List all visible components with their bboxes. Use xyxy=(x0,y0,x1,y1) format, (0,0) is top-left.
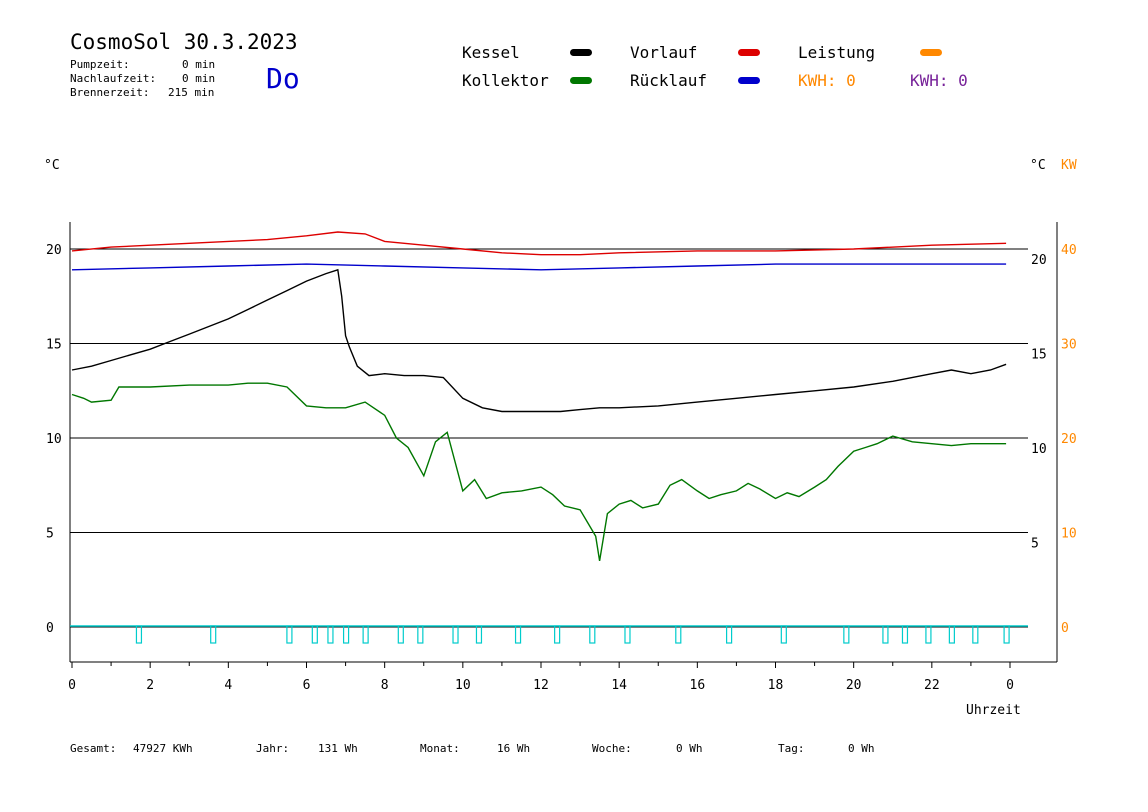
pumpzeit-value: 0 min xyxy=(182,58,216,71)
pump-pulse xyxy=(780,625,787,644)
kw-tick-label: 0 xyxy=(1061,621,1069,636)
x-tick-label: 12 xyxy=(533,678,549,693)
kw-tick-label: 30 xyxy=(1061,338,1077,353)
pump-pulse xyxy=(554,625,561,644)
kw-tick-label: 40 xyxy=(1061,243,1077,258)
x-tick-label: 8 xyxy=(381,678,389,693)
weekday-label: Do xyxy=(266,62,300,95)
x-tick-label: 2 xyxy=(146,678,154,693)
y-axis-label-left: °C xyxy=(44,158,60,173)
pump-pulse xyxy=(327,625,334,644)
y-tick-label-left: 15 xyxy=(46,338,62,353)
pump-pulse xyxy=(342,625,350,644)
x-tick-label: 14 xyxy=(611,678,627,693)
y-tick-label-left: 20 xyxy=(46,243,62,258)
x-tick-label: 6 xyxy=(303,678,311,693)
footer-tag-label: Tag: xyxy=(778,742,805,755)
pump-pulse xyxy=(725,625,733,644)
pump-pulse xyxy=(624,625,631,644)
x-tick-label: 18 xyxy=(768,678,784,693)
pump-pulse xyxy=(135,625,143,644)
footer-woche-label: Woche: xyxy=(592,742,632,755)
pump-pulse xyxy=(475,625,483,644)
footer-gesamt-label: Gesamt: xyxy=(70,742,117,755)
y-tick-label-left: 5 xyxy=(46,527,54,542)
x-tick-label: 22 xyxy=(924,678,940,693)
legend-kessel-swatch xyxy=(570,49,592,56)
pump-pulse xyxy=(1003,625,1010,644)
pump-pulse xyxy=(286,625,293,644)
pump-pulse xyxy=(589,625,596,644)
footer-tag-value: 0 Wh xyxy=(848,742,875,755)
footer-woche-value: 0 Wh xyxy=(676,742,703,755)
footer-monat-value: 16 Wh xyxy=(497,742,531,755)
series-line-kollektor xyxy=(71,382,1007,562)
pump-pulse xyxy=(901,625,909,644)
series-line-rcklauf xyxy=(71,263,1007,271)
pump-pulse xyxy=(972,625,979,644)
pumpzeit-label: Pumpzeit: xyxy=(70,58,130,71)
pump-pulse xyxy=(311,625,318,644)
legend-kollektor-label: Kollektor xyxy=(462,71,549,90)
x-tick-label: 10 xyxy=(455,678,471,693)
brennerzeit-label: Brennerzeit: xyxy=(70,86,150,99)
pump-pulse xyxy=(397,625,404,644)
legend-vorlauf-swatch xyxy=(738,49,760,56)
x-tick-label: 0 xyxy=(1006,678,1014,693)
legend-leistung-label: Leistung xyxy=(798,43,876,62)
chart-title: CosmoSol 30.3.2023 xyxy=(70,30,298,54)
legend-ruecklauf-swatch xyxy=(738,77,760,84)
pump-pulse xyxy=(675,625,682,644)
x-tick-label: 16 xyxy=(690,678,706,693)
kw-tick-label: 20 xyxy=(1061,432,1077,447)
pump-pulse xyxy=(925,625,932,644)
y-axis-label-right: °C xyxy=(1030,158,1046,173)
y-tick-label-left: 10 xyxy=(46,432,62,447)
x-tick-label: 4 xyxy=(224,678,232,693)
y-axis-label-kw: KW xyxy=(1061,158,1077,173)
brennerzeit-value: 215 min xyxy=(168,86,215,99)
legend-ruecklauf-label: Rücklauf xyxy=(630,71,708,90)
footer-jahr-value: 131 Wh xyxy=(318,742,358,755)
nachlaufzeit-label: Nachlaufzeit: xyxy=(70,72,157,85)
y-tick-label-right: 15 xyxy=(1031,348,1047,363)
legend-kwh-second: KWH: 0 xyxy=(910,71,968,90)
series-line-kessel xyxy=(71,268,1007,413)
legend-kessel-label: Kessel xyxy=(462,43,520,62)
pump-pulse xyxy=(362,625,369,644)
y-tick-label-right: 10 xyxy=(1031,442,1047,457)
series-line-vorlauf xyxy=(71,231,1007,256)
y-tick-label-right: 5 xyxy=(1031,537,1039,552)
footer-jahr-label: Jahr: xyxy=(256,742,290,755)
pump-pulse xyxy=(514,625,522,644)
pump-pulse xyxy=(882,625,889,644)
y-tick-label-left: 0 xyxy=(46,621,54,636)
x-tick-label: 0 xyxy=(68,678,76,693)
pump-pulse xyxy=(210,625,217,644)
x-tick-label: 20 xyxy=(846,678,862,693)
footer-gesamt-value: 47927 KWh xyxy=(133,742,193,755)
kw-tick-label: 10 xyxy=(1061,527,1077,542)
footer-monat-label: Monat: xyxy=(420,742,460,755)
legend-kwh-leistung: KWH: 0 xyxy=(798,71,856,90)
pump-pulse xyxy=(843,625,850,644)
legend-kollektor-swatch xyxy=(570,77,592,84)
pump-pulse xyxy=(452,625,459,644)
legend-vorlauf-label: Vorlauf xyxy=(630,43,698,62)
pump-pulse xyxy=(948,625,955,644)
x-axis-label: Uhrzeit xyxy=(966,703,1021,718)
nachlaufzeit-value: 0 min xyxy=(182,72,216,85)
y-tick-label-right: 20 xyxy=(1031,253,1047,268)
pump-pulse xyxy=(417,625,424,644)
legend-leistung-swatch xyxy=(920,49,942,56)
